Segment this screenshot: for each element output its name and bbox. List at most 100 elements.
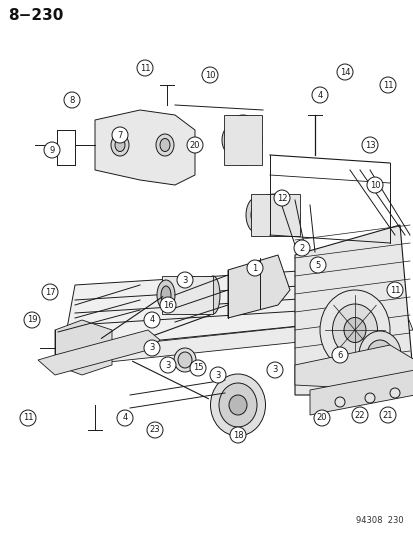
Polygon shape <box>294 225 413 395</box>
Ellipse shape <box>226 133 235 148</box>
Ellipse shape <box>332 304 377 356</box>
Ellipse shape <box>178 352 192 368</box>
Polygon shape <box>228 255 289 318</box>
Text: 23: 23 <box>150 425 160 434</box>
Text: 18: 18 <box>232 431 243 440</box>
Text: 4: 4 <box>317 91 322 100</box>
Ellipse shape <box>144 312 159 328</box>
Text: 17: 17 <box>45 287 55 296</box>
Text: 2: 2 <box>299 244 304 253</box>
Ellipse shape <box>366 340 392 370</box>
Polygon shape <box>95 110 195 185</box>
Polygon shape <box>161 276 212 314</box>
Ellipse shape <box>137 60 153 76</box>
Ellipse shape <box>311 87 327 103</box>
Ellipse shape <box>223 115 261 165</box>
Ellipse shape <box>221 126 240 154</box>
Ellipse shape <box>366 177 382 193</box>
Ellipse shape <box>177 272 192 288</box>
Ellipse shape <box>364 393 374 403</box>
Ellipse shape <box>64 92 80 108</box>
Polygon shape <box>223 115 261 165</box>
Polygon shape <box>309 370 413 415</box>
Ellipse shape <box>313 410 329 426</box>
Polygon shape <box>294 345 413 390</box>
Ellipse shape <box>210 374 265 436</box>
Ellipse shape <box>156 134 173 156</box>
Ellipse shape <box>157 280 175 310</box>
Ellipse shape <box>112 127 128 143</box>
Text: 11: 11 <box>23 414 33 423</box>
Polygon shape <box>75 315 412 365</box>
Text: 3: 3 <box>165 360 170 369</box>
Ellipse shape <box>206 276 219 314</box>
Text: 15: 15 <box>192 364 203 373</box>
Ellipse shape <box>389 388 399 398</box>
Text: 5: 5 <box>315 261 320 270</box>
Text: 13: 13 <box>364 141 375 149</box>
Text: 6: 6 <box>337 351 342 359</box>
Polygon shape <box>38 330 159 375</box>
Ellipse shape <box>161 286 171 304</box>
Ellipse shape <box>379 77 395 93</box>
Ellipse shape <box>44 142 60 158</box>
Ellipse shape <box>319 290 389 370</box>
Text: 7: 7 <box>117 131 122 140</box>
Ellipse shape <box>249 194 299 236</box>
Text: 3: 3 <box>149 343 154 352</box>
Ellipse shape <box>293 240 309 256</box>
Ellipse shape <box>71 337 93 359</box>
Ellipse shape <box>250 204 262 226</box>
Text: 3: 3 <box>215 370 220 379</box>
Polygon shape <box>55 320 112 375</box>
Ellipse shape <box>76 342 88 354</box>
Ellipse shape <box>115 139 125 151</box>
Ellipse shape <box>273 190 289 206</box>
Ellipse shape <box>24 312 40 328</box>
Text: 19: 19 <box>27 316 37 325</box>
Ellipse shape <box>247 260 262 276</box>
Ellipse shape <box>334 397 344 407</box>
Ellipse shape <box>343 318 365 343</box>
Text: 1: 1 <box>252 263 257 272</box>
Ellipse shape <box>187 137 202 153</box>
Ellipse shape <box>202 67 218 83</box>
Text: 16: 16 <box>162 301 173 310</box>
Ellipse shape <box>228 395 247 415</box>
Ellipse shape <box>358 331 400 379</box>
Text: 10: 10 <box>369 181 379 190</box>
Polygon shape <box>250 194 299 236</box>
Text: 8−230: 8−230 <box>8 8 63 23</box>
Ellipse shape <box>144 340 159 356</box>
Text: 14: 14 <box>339 68 349 77</box>
Text: 9: 9 <box>49 146 55 155</box>
Ellipse shape <box>230 427 245 443</box>
Text: 21: 21 <box>382 410 392 419</box>
Text: 22: 22 <box>354 410 364 419</box>
Ellipse shape <box>173 348 195 372</box>
Ellipse shape <box>218 383 256 427</box>
Text: 20: 20 <box>316 414 326 423</box>
Ellipse shape <box>266 362 282 378</box>
Text: 20: 20 <box>189 141 200 149</box>
Text: 8: 8 <box>69 95 74 104</box>
Ellipse shape <box>159 139 170 151</box>
Ellipse shape <box>147 422 163 438</box>
Ellipse shape <box>351 407 367 423</box>
Text: 11: 11 <box>140 63 150 72</box>
Ellipse shape <box>336 64 352 80</box>
Ellipse shape <box>161 276 214 314</box>
Text: 4: 4 <box>149 316 154 325</box>
Text: 4: 4 <box>122 414 127 423</box>
Ellipse shape <box>379 407 395 423</box>
Ellipse shape <box>361 137 377 153</box>
Ellipse shape <box>42 284 58 300</box>
Ellipse shape <box>209 367 225 383</box>
Text: 11: 11 <box>382 80 392 90</box>
Ellipse shape <box>309 257 325 273</box>
Polygon shape <box>63 265 406 350</box>
Ellipse shape <box>190 360 206 376</box>
Ellipse shape <box>331 347 347 363</box>
Ellipse shape <box>20 410 36 426</box>
Ellipse shape <box>159 297 176 313</box>
